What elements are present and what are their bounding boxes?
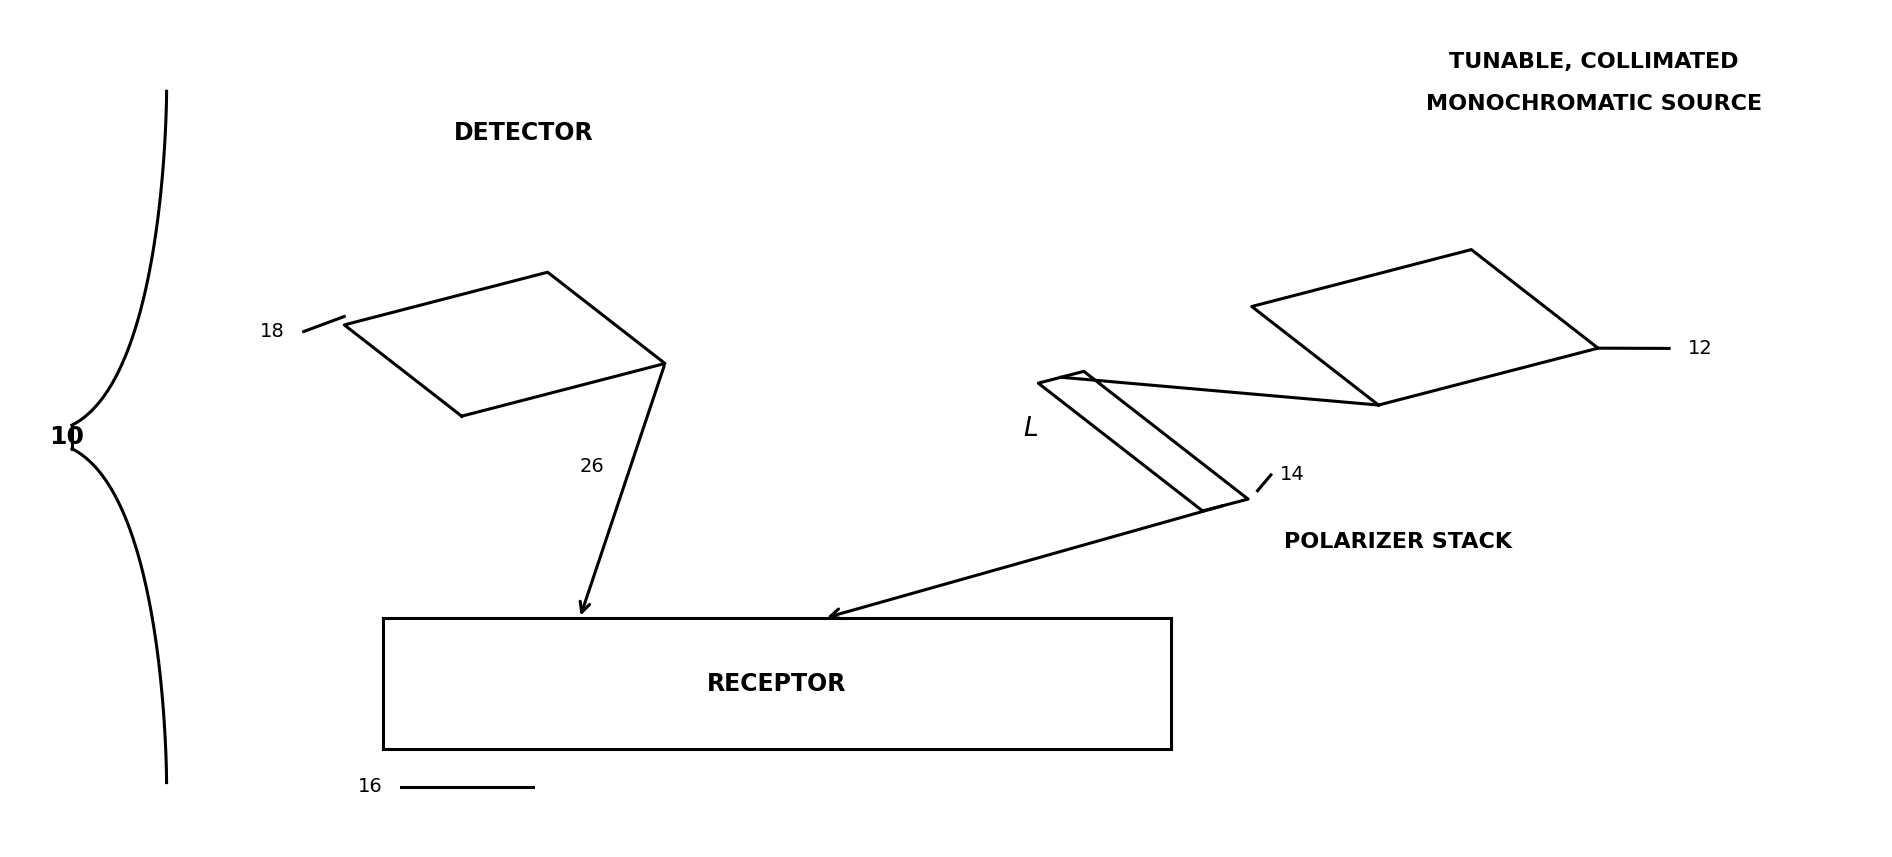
Text: 26: 26 [579,457,605,476]
Text: MONOCHROMATIC SOURCE: MONOCHROMATIC SOURCE [1427,94,1761,114]
Text: 10: 10 [49,425,85,449]
Text: L: L [1024,416,1039,441]
Text: 18: 18 [261,322,286,341]
Bar [382,618,1171,749]
Text: 12: 12 [1688,339,1712,358]
Text: DETECTOR: DETECTOR [454,122,594,146]
Text: POLARIZER STACK: POLARIZER STACK [1285,532,1512,552]
Text: RECEPTOR: RECEPTOR [708,672,846,696]
Text: TUNABLE, COLLIMATED: TUNABLE, COLLIMATED [1449,51,1739,72]
Text: 16: 16 [358,777,382,796]
Text: 14: 14 [1281,465,1305,484]
